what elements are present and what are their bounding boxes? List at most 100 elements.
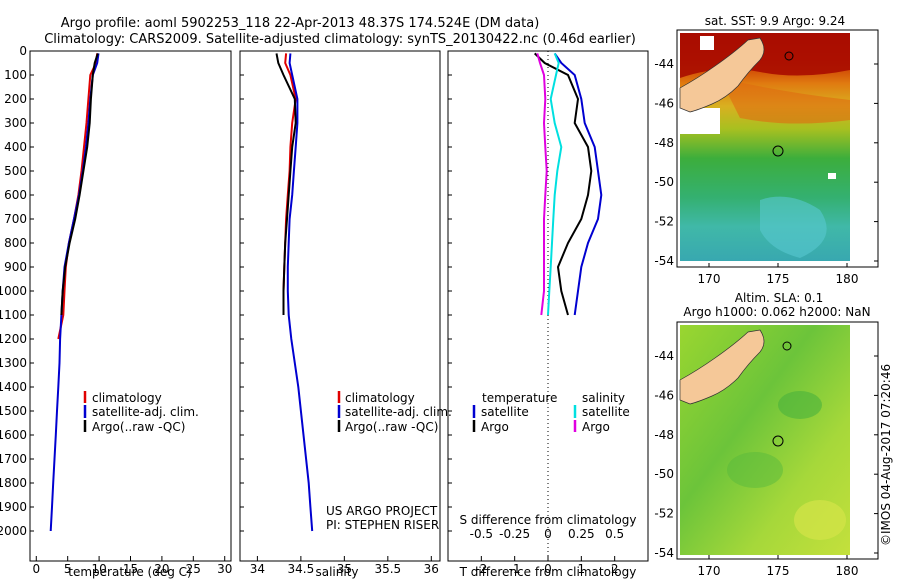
legend-argo-label: Argo(..raw -QC) xyxy=(345,420,438,434)
map-x-tick-label: 170 xyxy=(698,564,721,578)
salinity-panel-frame xyxy=(239,50,441,562)
sla-low-patch xyxy=(778,391,822,419)
difference-plot: -2 -1 0 1 2 -0.5 -0.25 0 0.25 0.5 xyxy=(448,50,624,576)
legend-satellite-label: satellite-adj. clim. xyxy=(345,405,452,419)
depth-tick-label: 100 xyxy=(4,68,27,82)
x-tick-label: 35.5 xyxy=(374,562,401,576)
map-y-tick-label: -44 xyxy=(654,57,674,71)
new-zealand-land xyxy=(679,329,765,405)
x-tick-label: 5 xyxy=(64,562,72,576)
x-tick-label: 25 xyxy=(186,562,201,576)
x-tick-label: 36 xyxy=(424,562,439,576)
sst-map xyxy=(676,29,879,268)
title-line-1: Argo profile: aoml 5902253_118 22-Apr-20… xyxy=(61,16,540,31)
temperature-plot: 0 5 10 15 20 25 30 xyxy=(30,50,232,576)
top-axis-label: S difference from climatology xyxy=(460,513,637,527)
top-tick-label: -0.25 xyxy=(499,527,530,541)
depth-tick-label: 700 xyxy=(4,212,27,226)
legend-t-satellite-label: satellite xyxy=(481,405,529,419)
x-tick-label: 10 xyxy=(91,562,106,576)
new-zealand-land xyxy=(679,37,765,113)
legend-climatology-label: climatology xyxy=(345,391,415,405)
depth-tick-label: 600 xyxy=(4,188,27,202)
map-x-tick-label: 180 xyxy=(836,564,859,578)
x-tick-label: 35 xyxy=(337,562,352,576)
map-y-tick-label: -50 xyxy=(654,175,674,189)
depth-tick-label: 1900 xyxy=(0,500,27,514)
difference-axis-label: T difference from climatology xyxy=(459,565,637,579)
x-tick-label: 30 xyxy=(217,562,232,576)
depth-tick-label: 1300 xyxy=(0,356,27,370)
sla-high-patch xyxy=(794,500,846,540)
salinity-plot: 34 34.5 35 35.5 36 xyxy=(240,50,439,576)
difference-legend: temperature salinity satellite Argo sate… xyxy=(460,391,637,527)
depth-tick-label: 2000 xyxy=(0,524,27,538)
x-tick-label: 0 xyxy=(32,562,40,576)
sla-map-title-2: Argo h1000: 0.062 h2000: NaN xyxy=(683,305,870,319)
map-y-tick-label: -46 xyxy=(654,96,674,110)
temperature-legend: climatology satellite-adj. clim. Argo(..… xyxy=(83,391,199,434)
x-tick-label: 15 xyxy=(123,562,138,576)
legend-argo-label: Argo(..raw -QC) xyxy=(92,420,185,434)
pi-credit: PI: STEPHEN RISER xyxy=(326,518,439,532)
legend-salinity-header: salinity xyxy=(582,391,625,405)
depth-tick-label: 1000 xyxy=(0,284,27,298)
series-line-argorawqc xyxy=(60,53,99,316)
depth-tick-label: 200 xyxy=(4,92,27,106)
x-tick-label: 34 xyxy=(250,562,265,576)
series-line-satelliteadjclim xyxy=(49,53,100,532)
map-x-tick-label: 175 xyxy=(767,564,790,578)
series-line-argo xyxy=(534,52,593,316)
map-y-tick-label: -52 xyxy=(654,507,674,521)
imos-timestamp: ©IMOS 04-Aug-2017 07:20:46 xyxy=(879,364,893,546)
map-y-tick-label: -46 xyxy=(654,388,674,402)
project-credit: US ARGO PROJECT xyxy=(326,504,438,518)
temperature-axis-label: temperature (deg C) xyxy=(68,565,191,579)
map-x-tick-label: 175 xyxy=(767,272,790,286)
map-y-tick-label: -48 xyxy=(654,428,674,442)
argo-float-marker xyxy=(772,435,784,447)
depth-axis: 0 100 200 300 400 500 600 700 800 900 1000 1100 1200… xyxy=(0,44,27,538)
sla-low-patch xyxy=(727,452,783,488)
depth-tick-label: 1100 xyxy=(0,308,27,322)
legend-s-satellite-label: satellite xyxy=(582,405,630,419)
series-line-argo xyxy=(536,53,548,316)
map-y-tick-label: -50 xyxy=(654,467,674,481)
map-x-tick-label: 180 xyxy=(836,272,859,286)
map-y-tick-label: -52 xyxy=(654,215,674,229)
x-tick-label: 20 xyxy=(154,562,169,576)
salinity-legend: climatology satellite-adj. clim. Argo(..… xyxy=(326,391,452,532)
depth-tick-label: 1400 xyxy=(0,380,27,394)
temperature-panel-frame xyxy=(29,50,232,562)
map-y-tick-label: -48 xyxy=(654,136,674,150)
sst-nodata-block xyxy=(700,36,714,50)
top-tick-label: -0.5 xyxy=(470,527,493,541)
x-tick-label: -1 xyxy=(509,562,521,576)
argo-float-marker xyxy=(772,145,784,157)
depth-tick-label: 0 xyxy=(19,44,27,58)
x-tick-label: 34.5 xyxy=(288,562,315,576)
map-x-tick-label: 170 xyxy=(698,272,721,286)
sla-map-ticks: 170 175 180 -44 -46 -48 -50 -52 -54 xyxy=(654,349,878,578)
depth-tick-label: 1500 xyxy=(0,404,27,418)
series-line-satelliteadjclim xyxy=(286,53,314,532)
sla-map xyxy=(676,321,879,560)
sst-cool-patch xyxy=(760,196,827,258)
depth-tick-label: 1700 xyxy=(0,452,27,466)
depth-tick-label: 800 xyxy=(4,236,27,250)
legend-climatology-label: climatology xyxy=(92,391,162,405)
map-y-tick-label: -44 xyxy=(654,349,674,363)
depth-tick-label: 500 xyxy=(4,164,27,178)
x-tick-label: 2 xyxy=(611,562,619,576)
map-y-tick-label: -54 xyxy=(654,546,674,560)
depth-tick-label: 1600 xyxy=(0,428,27,442)
depth-tick-label: 900 xyxy=(4,260,27,274)
top-tick-label: 0 xyxy=(544,527,552,541)
sst-orange-patch xyxy=(720,78,850,124)
series-line-satellite xyxy=(553,52,603,316)
legend-satellite-label: satellite-adj. clim. xyxy=(92,405,199,419)
map-feature-marker xyxy=(782,341,792,351)
sst-map-ticks: 170 175 180 -44 -46 -48 -50 -52 -54 xyxy=(654,57,878,286)
depth-tick-label: 400 xyxy=(4,140,27,154)
